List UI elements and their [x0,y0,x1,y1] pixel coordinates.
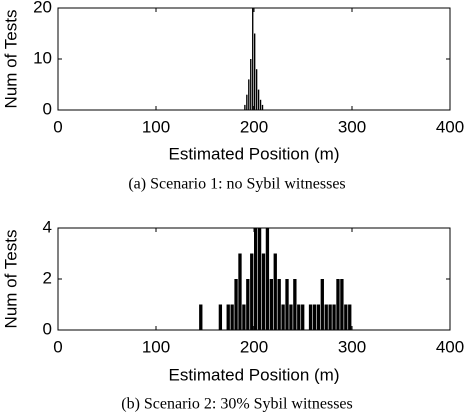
y-axis-label: Num of Tests [1,230,20,329]
bar [312,304,317,330]
bar [246,279,250,330]
y-tick-label: 10 [33,48,52,67]
bar [277,279,281,330]
bar [261,104,264,110]
bar [344,304,348,330]
bar [297,304,301,330]
bar [324,304,328,330]
y-tick-label: 2 [43,268,52,287]
x-tick-label: 100 [142,117,170,136]
bar [250,253,254,330]
x-tick-label: 300 [338,117,366,136]
bar [257,89,260,110]
bar [285,279,289,330]
y-tick-label: 20 [33,0,52,16]
bar [293,279,297,330]
bar [199,304,203,330]
x-tick-label: 100 [142,337,170,356]
bar [257,228,262,330]
y-tick-label: 4 [43,217,52,236]
y-tick-label: 0 [43,99,52,118]
bar [252,8,254,110]
bar [265,228,270,330]
x-tick-label: 300 [338,337,366,356]
x-tick-label: 400 [436,117,464,136]
bar [348,304,352,330]
bar [281,304,285,330]
caption: (a) Scenario 1: no Sybil witnesses [128,176,345,193]
bar [250,59,252,110]
y-axis-label: Num of Tests [1,10,20,109]
bar [316,304,321,330]
x-tick-label: 400 [436,337,464,356]
bar [242,304,246,330]
bar [255,69,258,110]
bar [328,304,332,330]
caption: (b) Scenario 2: 30% Sybil witnesses [121,396,353,413]
bar [246,94,248,110]
bar [320,279,324,330]
bar [289,304,293,330]
bar [226,304,230,330]
bar [340,279,344,330]
x-tick-label: 200 [240,337,268,356]
x-tick-label: 0 [53,337,62,356]
x-tick-label: 0 [53,117,62,136]
bar [301,304,305,330]
bar [238,253,242,330]
bar [244,104,246,110]
bar [332,304,336,330]
bar [336,279,340,330]
x-axis-label: Estimated Position (m) [169,365,340,384]
bar [218,304,223,330]
bar [234,279,238,330]
bar [230,304,234,330]
bar [254,228,258,330]
bar [273,253,277,330]
x-tick-label: 200 [240,117,268,136]
bar [254,33,256,110]
bar [269,279,273,330]
x-axis-label: Estimated Position (m) [169,144,340,163]
bar [261,253,266,330]
bar [259,99,262,110]
bar [308,304,313,330]
bar [248,79,250,110]
y-tick-label: 0 [43,319,52,338]
